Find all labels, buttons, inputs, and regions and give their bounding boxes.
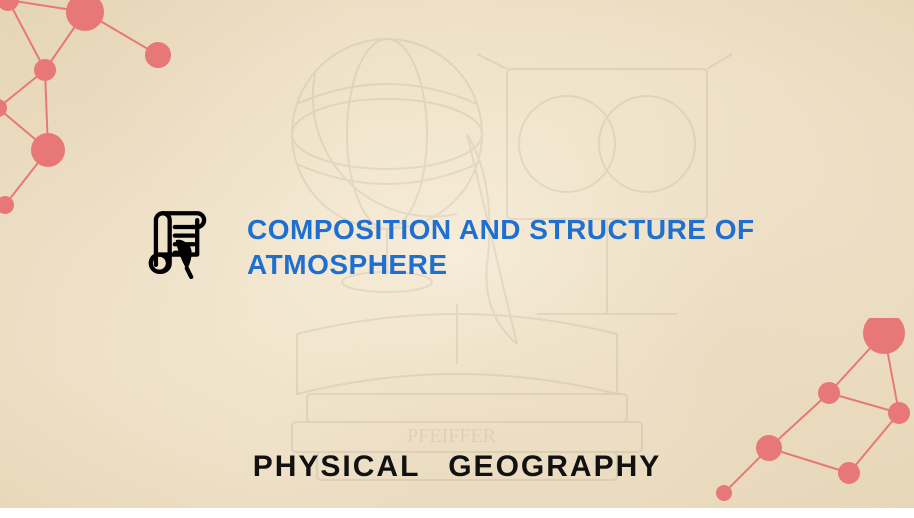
- scroll-quill-icon: [137, 201, 223, 292]
- page-title: COMPOSITION AND STRUCTURE OF ATMOSPHERE: [247, 212, 777, 282]
- title-block: COMPOSITION AND STRUCTURE OF ATMOSPHERE: [137, 201, 777, 292]
- category-subtitle: PHYSICAL GEOGRAPHY: [253, 450, 662, 484]
